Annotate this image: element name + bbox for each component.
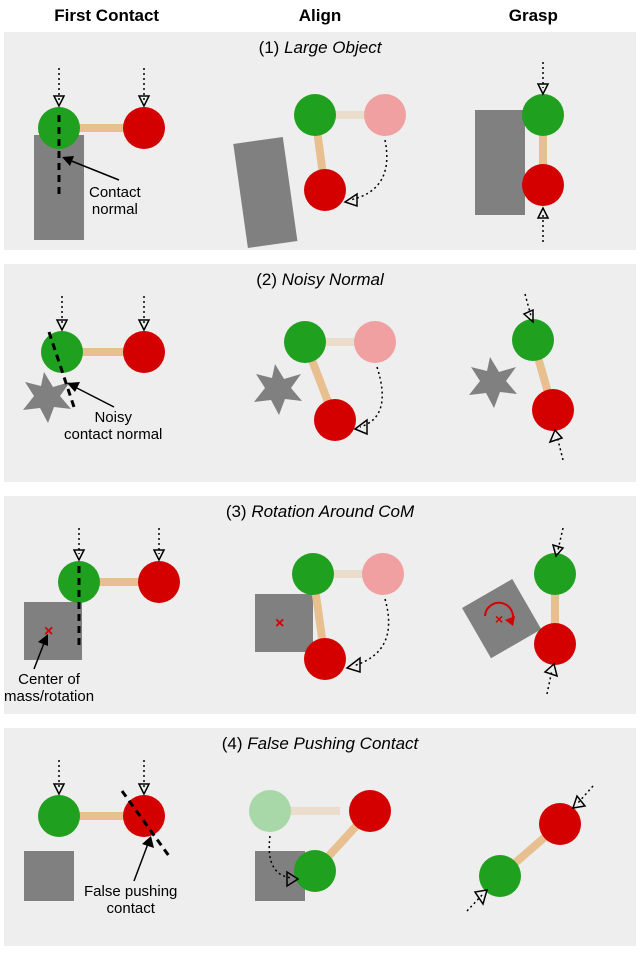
panel-2-title: (2) Noisy Normal bbox=[4, 264, 636, 292]
p1-align bbox=[215, 60, 426, 250]
grasp-arrow-top bbox=[524, 294, 533, 322]
finger-green-faded bbox=[249, 790, 291, 832]
star-object bbox=[254, 364, 302, 415]
p2-first-contact: Noisy contact normal bbox=[4, 292, 215, 482]
p4-align bbox=[215, 756, 426, 946]
grasp-arrow-top bbox=[538, 62, 548, 94]
col-header-align: Align bbox=[213, 0, 426, 32]
approach-arrow-green bbox=[74, 528, 84, 560]
finger-red bbox=[349, 790, 391, 832]
finger-green bbox=[522, 94, 564, 136]
finger-red-faded bbox=[364, 94, 406, 136]
figure-container: First Contact Align Grasp (1) Large Obje… bbox=[0, 0, 640, 946]
p3-first-contact: × Center of mass/rota bbox=[4, 524, 215, 714]
finger-red bbox=[522, 164, 564, 206]
grasp-arrow-bottom bbox=[550, 430, 563, 460]
panel-noisy-normal: (2) Noisy Normal bbox=[4, 264, 636, 482]
p4-annot-text: False pushing contact bbox=[84, 884, 177, 917]
panel-3-name: Rotation Around CoM bbox=[251, 502, 414, 521]
grasp-arrow-bottom bbox=[545, 664, 557, 694]
panel-1-name: Large Object bbox=[284, 38, 381, 57]
finger-green bbox=[294, 850, 336, 892]
grasp-arrow-top bbox=[553, 528, 563, 556]
p1-annot-text: Contact normal bbox=[89, 185, 141, 218]
p2-align bbox=[215, 292, 426, 482]
panel-rotation-com: (3) Rotation Around CoM × bbox=[4, 496, 636, 714]
finger-red-faded bbox=[354, 321, 396, 363]
approach-arrow-red bbox=[139, 68, 149, 106]
grasp-arrow-bottom bbox=[538, 208, 548, 242]
approach-arrow-red bbox=[139, 296, 149, 330]
finger-red bbox=[304, 169, 346, 211]
panel-4-name: False Pushing Contact bbox=[247, 734, 418, 753]
approach-arrow-red bbox=[139, 760, 149, 794]
finger-green bbox=[294, 94, 336, 136]
panel-2-name: Noisy Normal bbox=[282, 270, 384, 289]
finger-green bbox=[292, 553, 334, 595]
panel-4-num: (4) bbox=[222, 734, 243, 753]
p4-grasp bbox=[425, 756, 636, 946]
panel-1-num: (1) bbox=[259, 38, 280, 57]
approach-arrow-red bbox=[154, 528, 164, 560]
com-mark: × bbox=[275, 615, 284, 632]
motion-arc bbox=[350, 140, 387, 200]
finger-red bbox=[123, 331, 165, 373]
finger-red-faded bbox=[362, 553, 404, 595]
finger-red bbox=[534, 623, 576, 665]
star-object bbox=[469, 357, 517, 408]
p4-first-contact: False pushing contact bbox=[4, 756, 215, 946]
square-object bbox=[24, 851, 74, 901]
large-object-rect bbox=[475, 110, 525, 215]
com-mark: × bbox=[495, 611, 503, 627]
panel-3-num: (3) bbox=[226, 502, 247, 521]
col-header-first-contact: First Contact bbox=[0, 0, 213, 32]
finger-green bbox=[38, 795, 80, 837]
p1-first-contact: Contact normal bbox=[4, 60, 215, 250]
approach-arrow-green bbox=[54, 68, 64, 106]
approach-arrow-green bbox=[54, 760, 64, 794]
p3-grasp: × bbox=[425, 524, 636, 714]
finger-red bbox=[304, 638, 346, 680]
p2-annot-text: Noisy contact normal bbox=[64, 410, 162, 443]
grasp-arrow-tr bbox=[573, 786, 593, 808]
panel-3-title: (3) Rotation Around CoM bbox=[4, 496, 636, 524]
panel-large-object: (1) Large Object bbox=[4, 32, 636, 250]
panel-2-num: (2) bbox=[256, 270, 277, 289]
finger-green bbox=[284, 321, 326, 363]
panel-4-title: (4) False Pushing Contact bbox=[4, 728, 636, 756]
motion-arc bbox=[353, 599, 389, 666]
column-headers: First Contact Align Grasp bbox=[0, 0, 640, 32]
col-header-grasp: Grasp bbox=[427, 0, 640, 32]
finger-red bbox=[532, 389, 574, 431]
finger-green bbox=[512, 319, 554, 361]
p2-grasp bbox=[425, 292, 636, 482]
finger-red bbox=[539, 803, 581, 845]
finger-red bbox=[123, 107, 165, 149]
p1-grasp bbox=[425, 60, 636, 250]
panel-1-title: (1) Large Object bbox=[4, 32, 636, 60]
finger-red bbox=[138, 561, 180, 603]
grasp-arrow-bl bbox=[467, 890, 487, 911]
panel-false-pushing: (4) False Pushing Contact bbox=[4, 728, 636, 946]
large-object-rect bbox=[233, 137, 297, 248]
approach-arrow-green bbox=[57, 296, 67, 330]
motion-arc bbox=[360, 367, 382, 427]
finger-red bbox=[314, 399, 356, 441]
annot-arrow bbox=[134, 841, 149, 881]
finger-green bbox=[534, 553, 576, 595]
p3-align: × bbox=[215, 524, 426, 714]
p3-annot-text: Center of mass/rotation bbox=[4, 672, 94, 705]
